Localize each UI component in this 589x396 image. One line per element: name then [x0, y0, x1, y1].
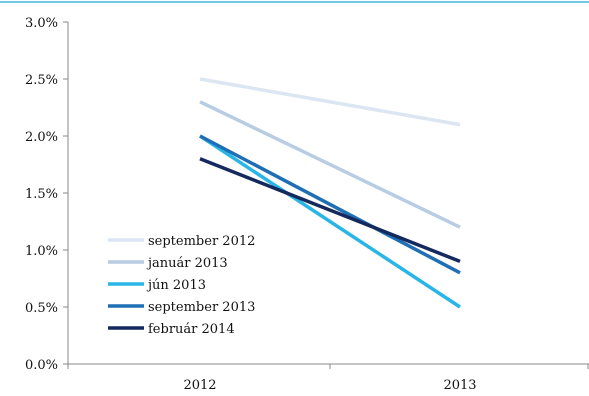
y-tick-label: 2.0%	[25, 130, 58, 145]
legend-label: september 2012	[148, 234, 255, 249]
x-tick-label: 2013	[443, 378, 476, 393]
legend-label: september 2013	[148, 300, 255, 315]
y-tick-label: 0.0%	[25, 358, 58, 373]
y-tick-label: 3.0%	[25, 16, 58, 31]
y-tick-label: 1.5%	[25, 187, 58, 202]
y-tick-label: 2.5%	[25, 73, 58, 88]
legend-label: február 2014	[148, 322, 235, 337]
y-tick-label: 1.0%	[25, 244, 58, 259]
legend-label: jún 2013	[146, 278, 206, 293]
series-lines	[199, 77, 461, 309]
y-axis: 0.0% 0.5% 1.0% 1.5% 2.0% 2.5% 3.0%	[25, 16, 69, 373]
x-axis: 2012 2013	[67, 363, 589, 393]
legend-label: január 2013	[146, 256, 228, 271]
series-line	[199, 134, 461, 309]
y-tick-label: 0.5%	[25, 301, 58, 316]
series-line	[199, 77, 461, 127]
series-line	[199, 134, 461, 275]
series-line	[199, 100, 461, 229]
series-line	[199, 157, 461, 264]
x-tick-label: 2012	[183, 378, 216, 393]
legend: september 2012 január 2013 jún 2013 septemb…	[108, 234, 255, 337]
